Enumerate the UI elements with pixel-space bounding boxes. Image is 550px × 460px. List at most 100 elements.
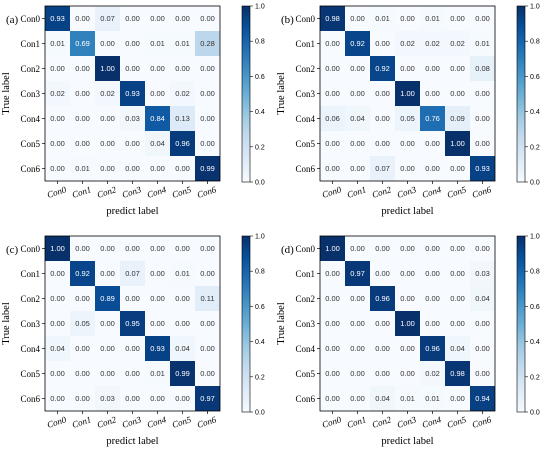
matrix-cell bbox=[95, 336, 120, 361]
matrix-cell bbox=[95, 236, 120, 261]
matrix-cell bbox=[45, 156, 70, 181]
cell-value-label: 0.00 bbox=[200, 89, 215, 98]
cell-value-label: 0.00 bbox=[400, 14, 415, 23]
cell-value-label: 0.92 bbox=[350, 39, 365, 48]
cell-value-label: 0.04 bbox=[50, 344, 65, 353]
matrix-cell bbox=[470, 6, 495, 31]
cell-value-label: 0.00 bbox=[75, 294, 90, 303]
colorbar-tick-label: 0.8 bbox=[255, 39, 265, 46]
matrix-cell bbox=[195, 261, 220, 286]
cell-value-label: 0.93 bbox=[125, 89, 140, 98]
cell-value-label: 0.00 bbox=[450, 294, 465, 303]
matrix-cell bbox=[170, 6, 195, 31]
colorbar bbox=[516, 235, 526, 413]
cell-value-label: 0.00 bbox=[75, 394, 90, 403]
matrix-cell bbox=[395, 81, 420, 106]
matrix-cell bbox=[370, 131, 395, 156]
cell-value-label: 0.97 bbox=[200, 394, 215, 403]
matrix-cell bbox=[445, 386, 470, 411]
matrix-cell bbox=[45, 261, 70, 286]
colorbar-tick-label: 0.6 bbox=[255, 304, 265, 311]
cell-value-label: 0.00 bbox=[400, 369, 415, 378]
colorbar-tick-label: 0.4 bbox=[530, 109, 540, 116]
y-tick-label: Con0 bbox=[295, 244, 315, 254]
cell-value-label: 0.00 bbox=[375, 269, 390, 278]
cell-value-label: 0.00 bbox=[450, 64, 465, 73]
cell-value-label: 0.00 bbox=[475, 244, 490, 253]
matrix-cell bbox=[445, 336, 470, 361]
matrix-cell bbox=[370, 286, 395, 311]
cell-value-label: 0.00 bbox=[150, 89, 165, 98]
matrix-cell bbox=[370, 56, 395, 81]
matrix-cell bbox=[345, 106, 370, 131]
matrix-cell bbox=[95, 131, 120, 156]
matrix-cell bbox=[145, 236, 170, 261]
cell-value-label: 0.00 bbox=[425, 269, 440, 278]
matrix-cell bbox=[170, 286, 195, 311]
cell-value-label: 0.00 bbox=[175, 64, 190, 73]
cell-value-label: 0.00 bbox=[350, 14, 365, 23]
matrix-cell bbox=[445, 106, 470, 131]
y-tick-label: Con0 bbox=[20, 14, 40, 24]
y-axis-label: True label bbox=[276, 72, 287, 115]
cell-value-label: 0.00 bbox=[175, 394, 190, 403]
y-tick-label: Con0 bbox=[295, 14, 315, 24]
colorbar-tick-label: 0.2 bbox=[255, 144, 265, 151]
cell-value-label: 0.00 bbox=[150, 319, 165, 328]
y-tick-label: Con4 bbox=[20, 344, 40, 354]
x-tick-label: Con0 bbox=[46, 184, 68, 200]
matrix-cell bbox=[70, 6, 95, 31]
cell-value-label: 0.00 bbox=[50, 269, 65, 278]
matrix-cell bbox=[345, 286, 370, 311]
matrix-cell bbox=[120, 131, 145, 156]
colorbar-tick-label: 0.4 bbox=[255, 109, 265, 116]
matrix-cell bbox=[120, 31, 145, 56]
matrix-cell bbox=[470, 31, 495, 56]
x-tick-label: Con1 bbox=[346, 414, 368, 430]
matrix-cell bbox=[95, 6, 120, 31]
matrix-cell bbox=[170, 386, 195, 411]
matrix-cell bbox=[120, 236, 145, 261]
matrix-cell bbox=[170, 156, 195, 181]
x-tick-label: Con6 bbox=[196, 184, 218, 200]
matrix-cell bbox=[420, 56, 445, 81]
matrix-cell bbox=[445, 131, 470, 156]
cell-value-label: 0.69 bbox=[75, 39, 90, 48]
matrix-cell bbox=[420, 336, 445, 361]
matrix-cell bbox=[95, 361, 120, 386]
matrix-cell bbox=[370, 236, 395, 261]
cell-value-label: 0.00 bbox=[450, 14, 465, 23]
cell-value-label: 0.00 bbox=[475, 14, 490, 23]
y-tick-label: Con5 bbox=[295, 139, 315, 149]
colorbar-tick-label: 0.8 bbox=[530, 269, 540, 276]
colorbar-tick-label: 0.4 bbox=[530, 339, 540, 346]
cell-value-label: 0.03 bbox=[475, 269, 490, 278]
matrix-cell bbox=[195, 386, 220, 411]
x-axis-label: predict label bbox=[106, 206, 158, 217]
matrix-cell bbox=[420, 156, 445, 181]
cell-value-label: 0.00 bbox=[425, 244, 440, 253]
cell-value-label: 0.02 bbox=[450, 39, 465, 48]
cell-value-label: 0.00 bbox=[150, 244, 165, 253]
cell-value-label: 0.04 bbox=[150, 139, 165, 148]
cell-value-label: 0.99 bbox=[200, 164, 215, 173]
cell-value-label: 0.95 bbox=[125, 319, 140, 328]
y-tick-label: Con4 bbox=[20, 114, 40, 124]
matrix-cell bbox=[345, 31, 370, 56]
colorbar-tick-label: 0.8 bbox=[255, 269, 265, 276]
matrix-cell bbox=[470, 81, 495, 106]
matrix-cell bbox=[145, 261, 170, 286]
matrix-cell bbox=[395, 336, 420, 361]
matrix-cell bbox=[95, 31, 120, 56]
cell-value-label: 0.00 bbox=[425, 64, 440, 73]
cell-value-label: 0.02 bbox=[425, 39, 440, 48]
matrix-cell bbox=[120, 81, 145, 106]
matrix-cell bbox=[470, 106, 495, 131]
cell-value-label: 0.00 bbox=[100, 114, 115, 123]
cell-value-label: 0.00 bbox=[75, 114, 90, 123]
cell-value-label: 0.00 bbox=[475, 89, 490, 98]
matrix-cell bbox=[45, 81, 70, 106]
matrix-cell bbox=[120, 286, 145, 311]
cell-value-label: 0.00 bbox=[425, 89, 440, 98]
cell-value-label: 0.00 bbox=[350, 369, 365, 378]
